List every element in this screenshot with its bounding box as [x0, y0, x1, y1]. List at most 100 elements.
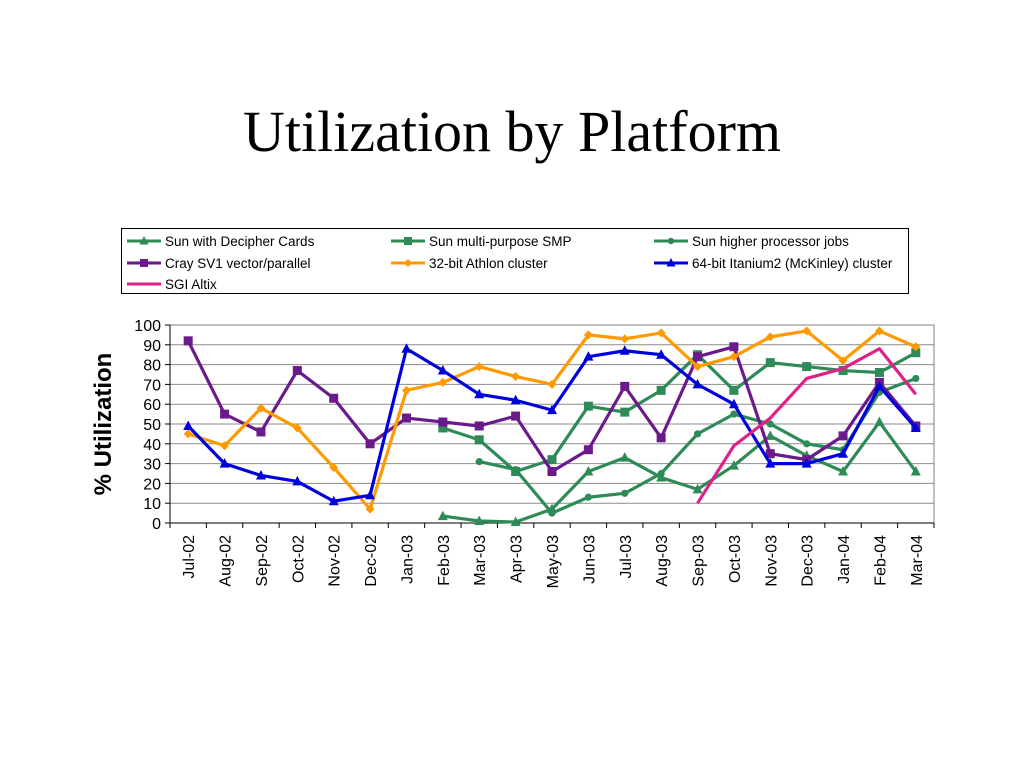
data-point	[619, 452, 630, 462]
data-point	[365, 504, 375, 514]
x-tick-label: Sep-03	[691, 535, 708, 587]
data-point	[583, 401, 593, 411]
slide-title: Utilization by Platform	[242, 99, 782, 164]
data-point	[583, 330, 593, 340]
data-point	[765, 332, 775, 342]
data-point	[874, 416, 885, 427]
data-point	[401, 385, 411, 395]
data-point	[510, 516, 521, 527]
data-point	[838, 356, 848, 366]
data-point	[328, 495, 339, 506]
x-tick-label: Jan-04	[836, 535, 853, 584]
data-point	[728, 398, 739, 409]
y-tick-label: 100	[134, 318, 161, 335]
y-tick-label: 20	[143, 476, 161, 493]
x-tick-label: Mar-04	[909, 535, 926, 586]
chart-legend: Sun with Decipher Cards Sun multi-purpose…	[121, 228, 909, 294]
data-point	[474, 421, 484, 431]
data-point	[183, 420, 194, 430]
data-point	[766, 420, 774, 428]
y-tick-label: 50	[143, 417, 161, 434]
data-point	[511, 371, 521, 381]
data-point	[765, 358, 775, 368]
legend-swatch	[127, 282, 161, 286]
legend-label: Sun higher processor jobs	[692, 233, 849, 249]
x-tick-label: May-03	[545, 535, 562, 588]
data-point	[802, 326, 812, 336]
x-tick-label: Dec-03	[800, 535, 817, 587]
data-point	[621, 489, 629, 497]
data-point	[547, 455, 557, 465]
data-point	[475, 458, 483, 466]
y-tick-label: 80	[143, 358, 161, 375]
data-point	[292, 475, 303, 486]
series-line	[696, 347, 918, 505]
x-tick-label: Sep-02	[254, 535, 271, 587]
data-point	[365, 439, 375, 449]
y-tick-label: 90	[143, 338, 161, 355]
data-point	[693, 430, 702, 438]
data-point	[765, 449, 775, 459]
x-tick-label: Oct-02	[290, 535, 307, 583]
data-point	[547, 467, 557, 477]
x-tick-label: Dec-02	[363, 535, 380, 587]
data-point	[910, 466, 921, 476]
data-point	[583, 351, 594, 361]
legend-item: SGI Altix	[126, 275, 217, 293]
data-point	[183, 429, 193, 439]
data-point	[583, 445, 593, 455]
y-tick-label: 0	[152, 516, 161, 533]
x-tick-label: Nov-03	[763, 535, 780, 587]
data-point	[874, 380, 885, 391]
data-point	[474, 362, 484, 372]
data-point	[437, 365, 448, 375]
legend-label: 32-bit Athlon cluster	[429, 255, 548, 271]
data-point	[329, 463, 339, 473]
data-point	[583, 466, 594, 476]
legend-item: 32-bit Athlon cluster	[390, 254, 548, 272]
data-point	[729, 352, 739, 362]
x-tick-label: Aug-02	[218, 535, 235, 587]
data-point	[438, 423, 448, 433]
x-tick-label: Nov-02	[327, 535, 344, 587]
x-tick-label: Jun-03	[581, 535, 598, 584]
data-point	[584, 493, 592, 501]
data-point	[838, 431, 848, 441]
data-point	[547, 379, 557, 389]
data-point	[656, 433, 666, 443]
series-4	[183, 326, 921, 514]
legend-swatch-marker	[404, 237, 412, 245]
data-point	[220, 441, 230, 451]
data-point	[693, 362, 703, 372]
series-5	[183, 343, 921, 506]
data-point	[256, 427, 266, 437]
y-tick-label: 70	[143, 377, 161, 394]
x-tick-label: Mar-03	[472, 535, 489, 586]
y-tick-label: 10	[143, 496, 161, 513]
x-tick-label: Apr-03	[509, 535, 526, 583]
data-point	[183, 336, 193, 346]
data-point	[255, 469, 266, 480]
data-point	[474, 515, 485, 526]
data-point	[838, 448, 849, 458]
x-tick-label: Aug-03	[654, 535, 671, 587]
legend-swatch-marker	[140, 259, 148, 267]
x-tick-label: Oct-03	[727, 535, 744, 583]
legend-swatch	[127, 259, 161, 267]
data-point	[619, 345, 630, 355]
data-point	[801, 458, 812, 468]
data-point	[728, 460, 739, 470]
data-point	[729, 342, 739, 352]
data-point	[765, 458, 776, 468]
data-point	[512, 465, 520, 474]
data-point	[438, 417, 448, 427]
data-point	[511, 411, 521, 421]
legend-item: Sun multi-purpose SMP	[390, 232, 572, 250]
data-point	[803, 440, 811, 448]
data-point	[401, 413, 411, 423]
data-point	[838, 466, 849, 476]
data-point	[474, 435, 484, 445]
data-point	[547, 404, 557, 415]
data-point	[220, 409, 230, 419]
